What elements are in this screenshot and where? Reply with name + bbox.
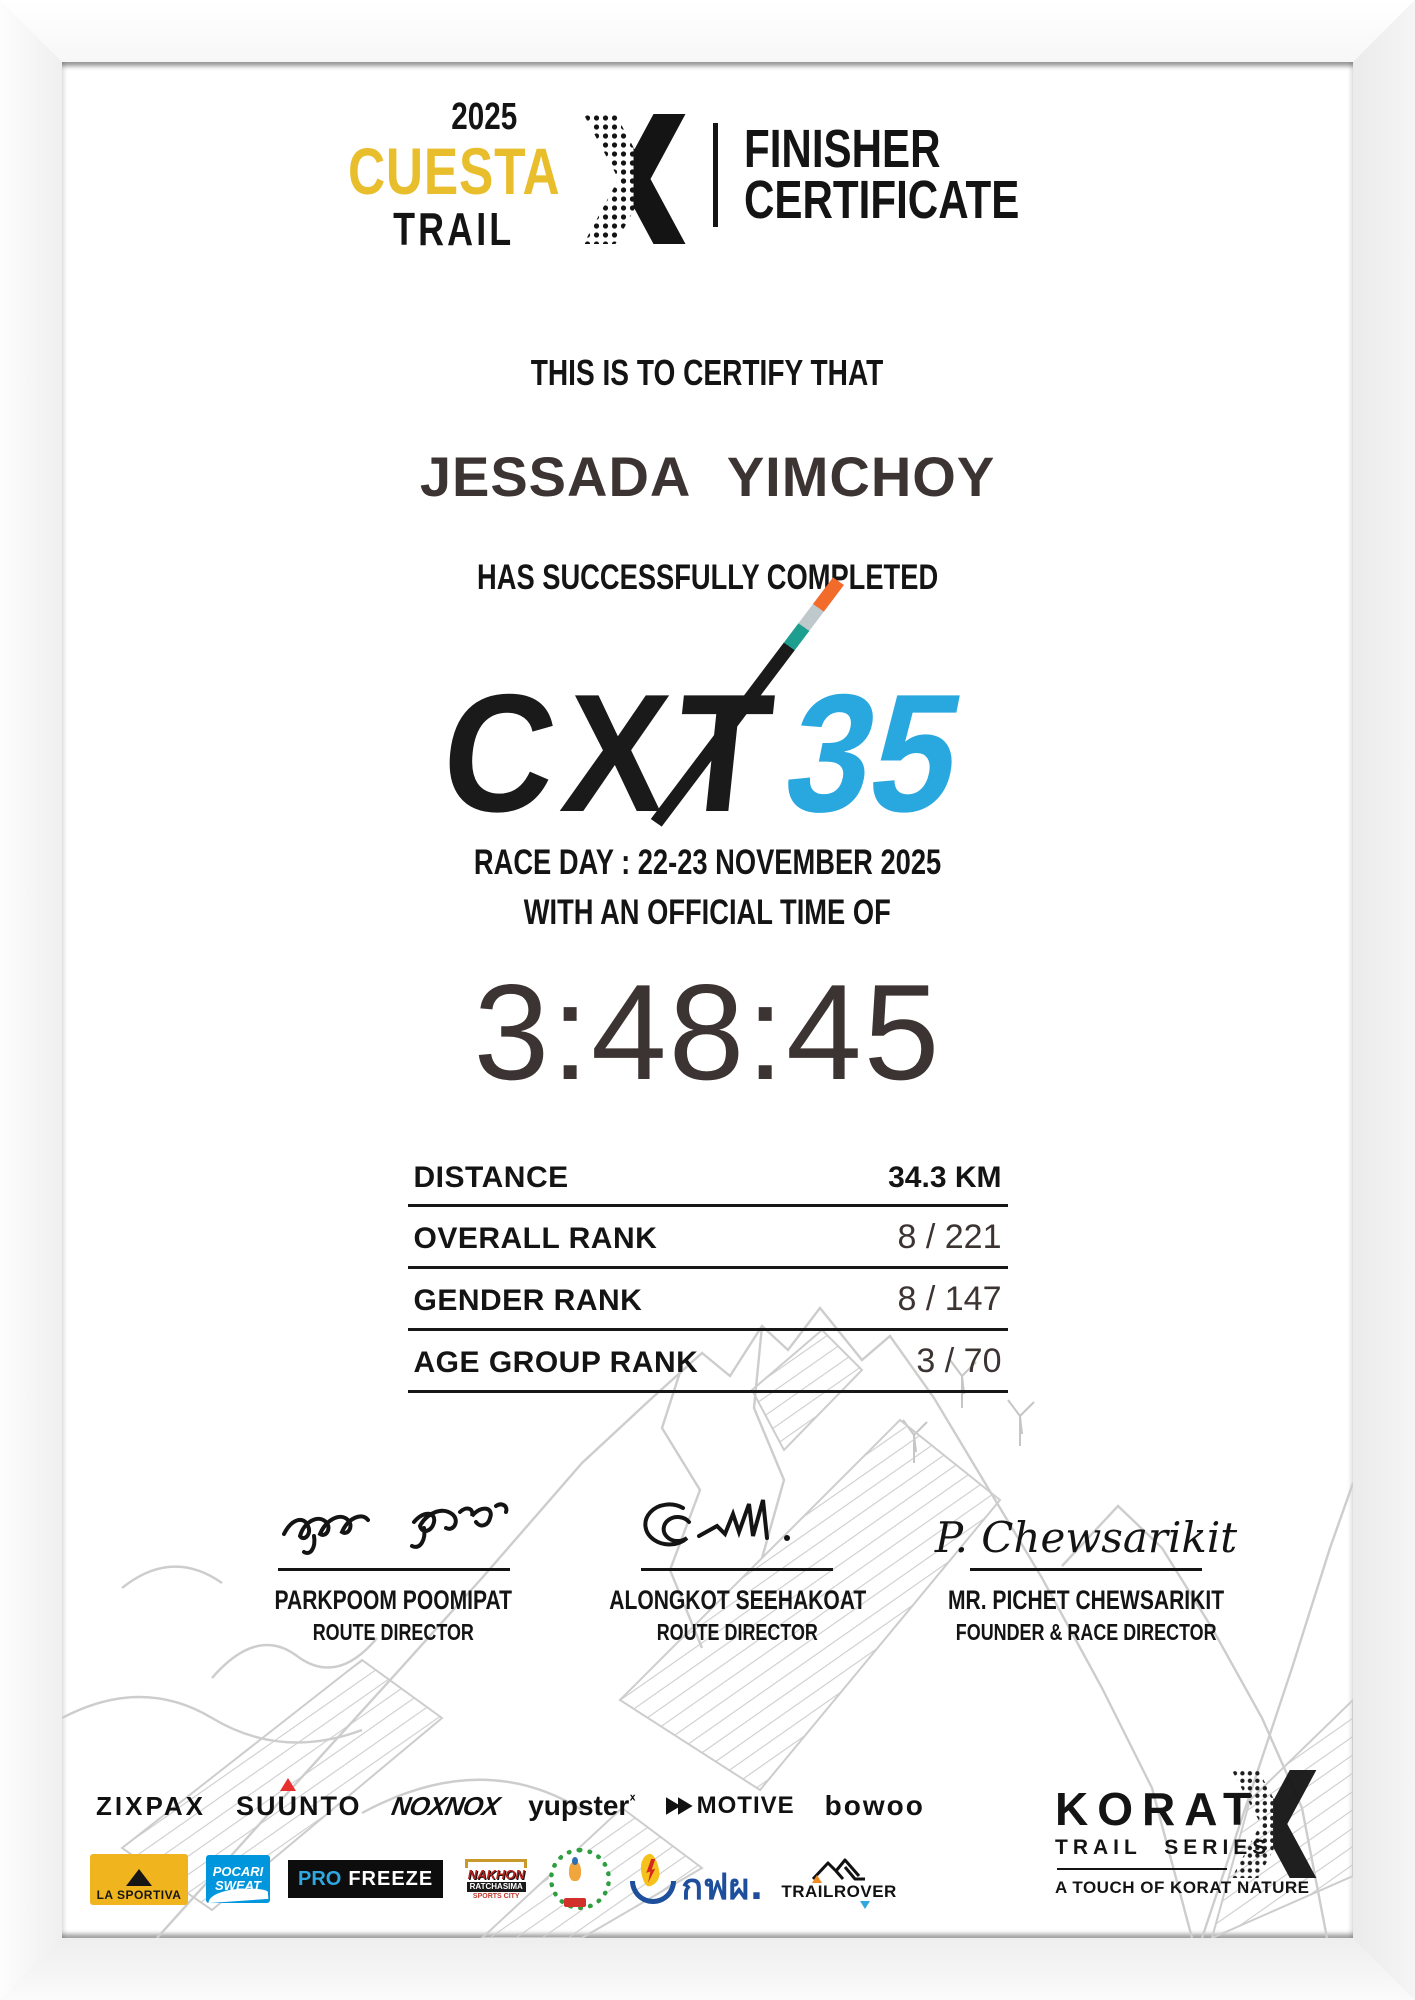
signature-parkpoom: PARKPOOM POOMIPAT ROUTE DIRECTOR — [222, 1470, 566, 1648]
blue-accent-icon — [859, 1900, 870, 1909]
signatory-title: ROUTE DIRECTOR — [313, 1619, 475, 1646]
signature-line — [277, 1568, 510, 1571]
brand-trail: TRAIL — [393, 203, 515, 255]
cxt-letter-x: X — [555, 658, 678, 847]
zixpax-logo: ZIXPAX — [96, 1790, 206, 1821]
frame-left — [0, 0, 62, 2000]
signature-script-text: P. Chewsarikit — [934, 1513, 1238, 1562]
certify-text: THIS IS TO CERTIFY THAT — [531, 352, 884, 393]
signatory-title: ROUTE DIRECTOR — [656, 1619, 818, 1646]
provincial-emblem-icon — [549, 1848, 612, 1910]
pocari-sweat-logo: POCARI SWEAT — [206, 1855, 270, 1903]
suunto-triangle-icon — [279, 1777, 296, 1791]
signature-alongkot: ALONGKOT SEEHAKOAT ROUTE DIRECTOR — [566, 1470, 910, 1648]
bowoo-logo: bowoo — [824, 1790, 925, 1821]
motive-arrow-icon — [677, 1797, 693, 1815]
official-time-label: WITH AN OFFICIAL TIME OF — [523, 893, 891, 932]
signatory-name: MR. PICHET CHEWSARIKIT — [947, 1585, 1225, 1615]
korat-tagline: A TOUCH OF KORAT NATURE — [1055, 1878, 1310, 1897]
certificate-header: 2025 CUESTA TRAIL FINISHER CERTIFICATE — [62, 98, 1353, 252]
noxnox-logo: NOXNOX — [388, 1790, 501, 1821]
title-line1: FINISHER — [744, 118, 941, 179]
korat-rule — [1057, 1868, 1227, 1870]
results-table: DISTANCE 34.3 KM OVERALL RANK 8 / 221 GE… — [407, 1150, 1008, 1393]
completed-text: HAS SUCCESSFULLY COMPLETED — [476, 558, 939, 597]
frame-right — [1353, 0, 1415, 2000]
cxt-letter-c: C — [434, 658, 566, 847]
signatory-title: FOUNDER & RACE DIRECTOR — [955, 1619, 1217, 1646]
stat-value: 34.3 KM — [888, 1161, 1002, 1194]
yupster-mascot-icon: ᕽ — [629, 1792, 636, 1808]
sponsor-row-1: ZIXPAX SUUNTO NOXNOX yupsterᕽ MOTIVE bow… — [96, 1777, 925, 1822]
certificate-title: FINISHER CERTIFICATE — [744, 118, 1097, 230]
race-day-text: RACE DAY : 22-23 NOVEMBER 2025 — [473, 843, 942, 882]
emblem-ribbon — [564, 1898, 587, 1907]
stat-label: GENDER RANK — [413, 1284, 643, 1317]
trailrover-logo: TRAILROVER — [781, 1857, 897, 1909]
cxt35-event-logo: C X T 35 — [62, 577, 1353, 847]
cxt-number: 35 — [771, 658, 978, 847]
signatory-name: PARKPOOM POOMIPAT — [274, 1585, 513, 1615]
signature-line — [641, 1568, 834, 1571]
korat-trail-series-logo: KORAT TRAIL SERIES A TOUCH OF KORAT NATU… — [1055, 1786, 1323, 1898]
table-row-distance: DISTANCE 34.3 KM — [407, 1150, 1008, 1207]
nakhon-ratchasima-logo: NAKHON RATCHASIMA SPORTS CITY — [461, 1852, 531, 1906]
cxt-letter-t: T — [666, 658, 781, 847]
korat-subtitle: TRAIL SERIES — [1055, 1836, 1272, 1859]
stat-label: DISTANCE — [413, 1161, 569, 1194]
certificate-paper: 2025 CUESTA TRAIL FINISHER CERTIFICATE T… — [62, 62, 1353, 1938]
pro-freeze-logo: PRO FREEZE — [288, 1860, 444, 1898]
x-halftone-icon — [582, 114, 687, 244]
signature-block: PARKPOOM POOMIPAT ROUTE DIRECTOR ALONGKO… — [222, 1470, 1263, 1648]
cuesta-trail-logo: 2025 CUESTA TRAIL — [318, 98, 590, 252]
title-line2: CERTIFICATE — [744, 170, 1020, 230]
signature-line — [970, 1568, 1202, 1571]
korat-title: KORAT — [1055, 1783, 1261, 1835]
table-row-gender-rank: GENDER RANK 8 / 147 — [407, 1269, 1008, 1331]
signature-alongkot-icon — [643, 1499, 791, 1547]
official-time-value: 3:48:45 — [473, 956, 942, 1108]
la-sportiva-logo: LA SPORTIVA — [90, 1853, 188, 1905]
brand-year: 2025 — [451, 96, 517, 138]
egat-icon — [629, 1852, 677, 1904]
motive-logo: MOTIVE — [665, 1792, 795, 1820]
stat-label: OVERALL RANK — [413, 1222, 658, 1255]
sponsor-row-2: LA SPORTIVA POCARI SWEAT PRO FREEZE NAKH… — [90, 1848, 897, 1910]
signature-parkpoom-icon — [281, 1502, 509, 1555]
arc-icon — [630, 1881, 677, 1904]
stat-value: 8 / 221 — [897, 1218, 1002, 1256]
orange-accent-icon — [812, 1874, 823, 1883]
athlete-name: JESSADA YIMCHOY — [419, 445, 996, 508]
stat-value: 8 / 147 — [897, 1280, 1002, 1318]
table-row-age-group-rank: AGE GROUP RANK 3 / 70 — [407, 1331, 1008, 1393]
signatory-name: ALONGKOT SEEHAKOAT — [608, 1585, 866, 1615]
header-divider — [713, 123, 719, 227]
mountain-icon — [126, 1868, 152, 1886]
stat-value: 3 / 70 — [916, 1342, 1002, 1380]
egat-logo: กฟผ. — [629, 1852, 763, 1905]
table-row-overall-rank: OVERALL RANK 8 / 221 — [407, 1207, 1008, 1269]
signature-chewsarikit: P. Chewsarikit MR. PICHET CHEWSARIKIT FO… — [909, 1470, 1263, 1648]
yupster-logo: yupsterᕽ — [528, 1790, 636, 1821]
frame-top — [0, 0, 1415, 62]
stat-label: AGE GROUP RANK — [413, 1346, 699, 1379]
suunto-logo: SUUNTO — [236, 1777, 362, 1822]
frame-bottom — [0, 1938, 1415, 2000]
brand-name: CUESTA — [347, 134, 561, 208]
